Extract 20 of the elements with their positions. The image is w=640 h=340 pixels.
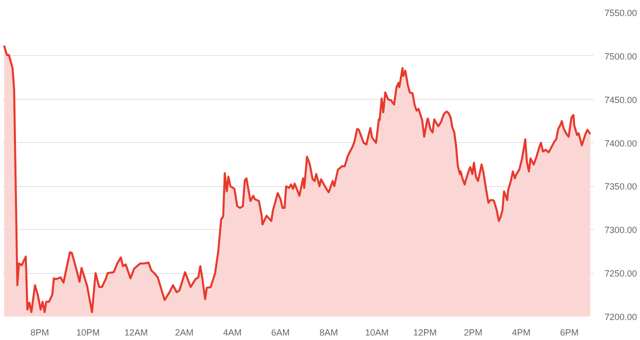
x-tick-label: 10PM — [76, 328, 100, 338]
x-tick-label: 2AM — [175, 328, 194, 338]
y-tick-label: 7400.00 — [604, 138, 638, 148]
x-tick-label: 2PM — [464, 328, 482, 338]
x-tick-label: 6PM — [560, 328, 579, 338]
x-tick-label: 4AM — [223, 328, 242, 338]
y-tick-label: 7450.00 — [604, 94, 638, 105]
y-tick-label: 7200.00 — [604, 312, 638, 322]
y-tick-label: 7550.00 — [604, 8, 638, 18]
y-tick-label: 7500.00 — [604, 51, 638, 62]
y-tick-label: 7300.00 — [604, 225, 638, 236]
x-tick-label: 12AM — [124, 328, 148, 338]
x-tick-label: 12PM — [413, 328, 437, 338]
x-tick-label: 4PM — [512, 328, 531, 338]
y-tick-label: 7350.00 — [604, 182, 638, 192]
x-tick-label: 8AM — [319, 328, 338, 338]
y-tick-label: 7250.00 — [604, 268, 638, 279]
x-tick-label: 10AM — [365, 328, 389, 338]
x-tick-label: 6AM — [271, 328, 290, 338]
x-tick-label: 8PM — [30, 328, 50, 338]
